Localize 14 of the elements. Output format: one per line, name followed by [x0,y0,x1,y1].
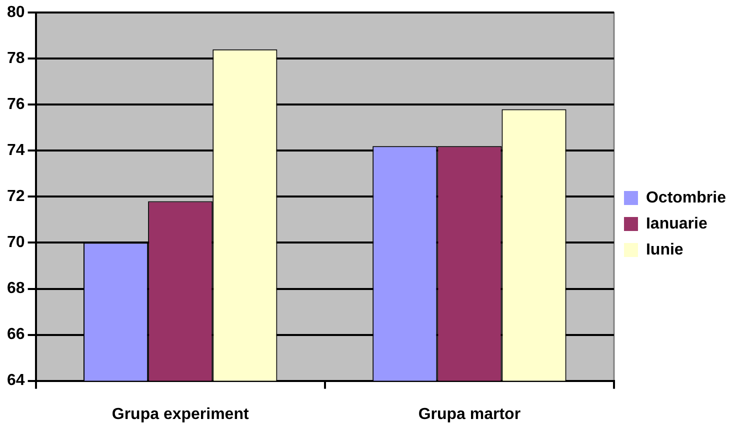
y-tick-label: 72 [7,188,25,206]
y-tick-label: 70 [7,234,25,252]
y-tick-label: 64 [7,372,25,390]
y-tick-label: 76 [7,96,25,114]
y-tick-label: 74 [7,142,25,160]
y-tick-label: 68 [7,280,25,298]
legend-label: Ianuarie [646,215,708,232]
y-tick-label: 80 [7,4,25,22]
y-tick-label: 66 [7,326,25,344]
x-tick-label: Grupa experiment [112,406,250,423]
x-tick-label: Grupa martor [418,406,521,423]
y-tick-label: 78 [7,50,25,68]
legend-label: Octombrie [646,189,726,206]
legend-label: Iunie [646,241,684,258]
